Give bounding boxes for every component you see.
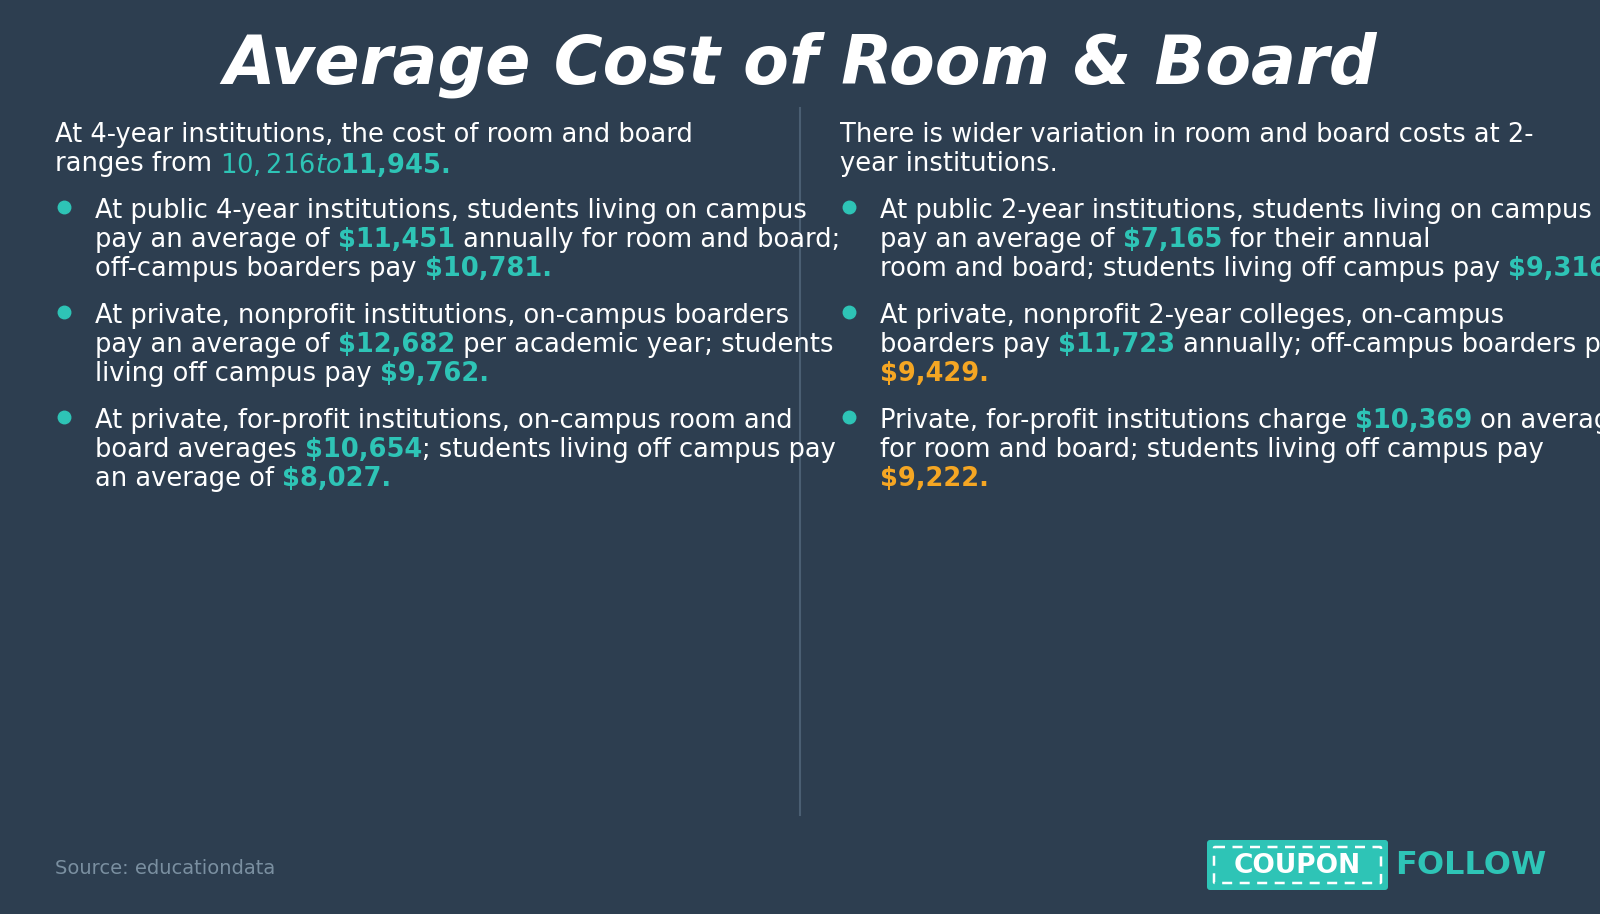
Text: At private, for-profit institutions, on-campus room and: At private, for-profit institutions, on-… <box>94 408 792 434</box>
Text: $10,216 to $11,945.: $10,216 to $11,945. <box>221 151 450 179</box>
Text: year institutions.: year institutions. <box>840 151 1058 177</box>
Text: board averages: board averages <box>94 437 306 463</box>
Text: room and board; students living off campus pay: room and board; students living off camp… <box>880 256 1509 282</box>
Text: pay an average of: pay an average of <box>94 227 338 253</box>
Text: off-campus boarders pay: off-campus boarders pay <box>94 256 424 282</box>
Text: $7,165: $7,165 <box>1123 227 1222 253</box>
Text: pay an average of: pay an average of <box>880 227 1123 253</box>
Text: ; students living off campus pay: ; students living off campus pay <box>422 437 835 463</box>
Text: $12,682: $12,682 <box>338 332 454 358</box>
Text: pay an average of: pay an average of <box>94 332 338 358</box>
Text: COUPON: COUPON <box>1234 853 1362 879</box>
FancyBboxPatch shape <box>1206 840 1389 890</box>
Text: At 4-year institutions, the cost of room and board: At 4-year institutions, the cost of room… <box>54 122 693 148</box>
Text: Average Cost of Room & Board: Average Cost of Room & Board <box>222 32 1378 98</box>
Text: At private, nonprofit institutions, on-campus boarders: At private, nonprofit institutions, on-c… <box>94 303 789 329</box>
Text: $9,429.: $9,429. <box>880 361 989 387</box>
Text: living off campus pay: living off campus pay <box>94 361 379 387</box>
Text: for their annual: for their annual <box>1222 227 1430 253</box>
Text: boarders pay: boarders pay <box>880 332 1058 358</box>
Text: for room and board; students living off campus pay: for room and board; students living off … <box>880 437 1544 463</box>
Text: an average of: an average of <box>94 466 282 492</box>
Text: $9,762.: $9,762. <box>379 361 488 387</box>
Text: At public 4-year institutions, students living on campus: At public 4-year institutions, students … <box>94 198 806 224</box>
Text: At public 2-year institutions, students living on campus: At public 2-year institutions, students … <box>880 198 1592 224</box>
Text: Private, for-profit institutions charge: Private, for-profit institutions charge <box>880 408 1355 434</box>
Text: $11,723: $11,723 <box>1058 332 1176 358</box>
Text: ranges from: ranges from <box>54 151 221 177</box>
Text: $9,222.: $9,222. <box>880 466 989 492</box>
Text: $10,654: $10,654 <box>306 437 422 463</box>
Text: FOLLOW: FOLLOW <box>1395 851 1546 881</box>
Text: There is wider variation in room and board costs at 2-: There is wider variation in room and boa… <box>840 122 1533 148</box>
Text: on average: on average <box>1472 408 1600 434</box>
Text: annually; off-campus boarders pay: annually; off-campus boarders pay <box>1176 332 1600 358</box>
Text: $10,781.: $10,781. <box>424 256 552 282</box>
Text: $10,369: $10,369 <box>1355 408 1472 434</box>
Text: annually for room and board;: annually for room and board; <box>454 227 840 253</box>
Text: $11,451: $11,451 <box>338 227 454 253</box>
Text: $8,027.: $8,027. <box>282 466 392 492</box>
Text: At private, nonprofit 2-year colleges, on-campus: At private, nonprofit 2-year colleges, o… <box>880 303 1504 329</box>
Text: $9,316.: $9,316. <box>1509 256 1600 282</box>
Text: Source: educationdata: Source: educationdata <box>54 858 275 877</box>
Text: per academic year; students: per academic year; students <box>454 332 834 358</box>
